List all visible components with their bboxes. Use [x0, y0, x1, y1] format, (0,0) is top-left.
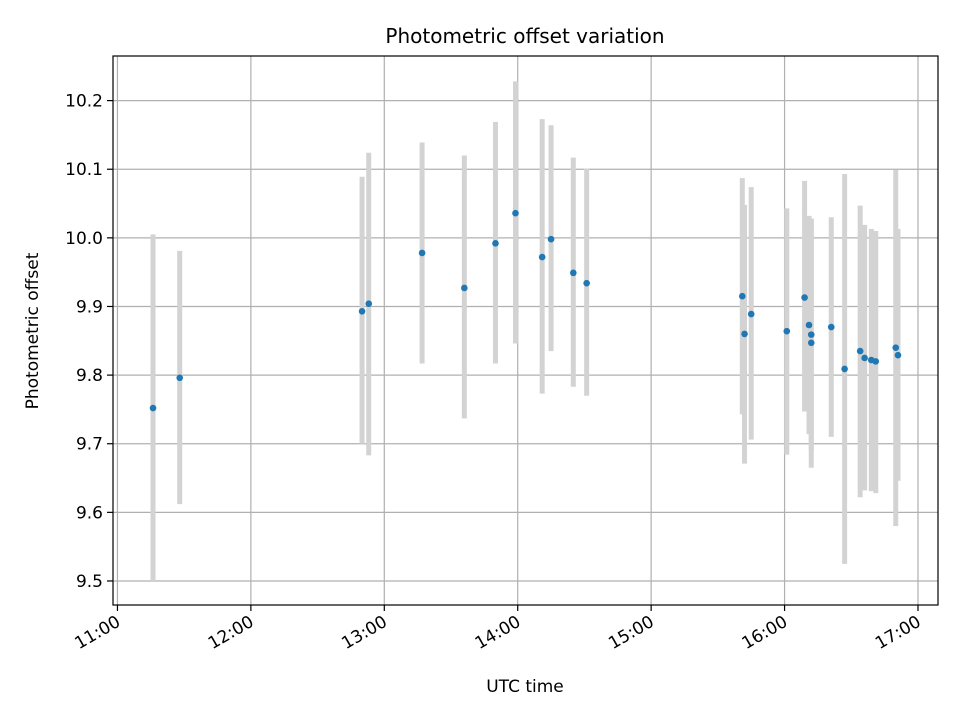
y-tick-label: 9.5 — [76, 572, 103, 592]
data-point — [805, 321, 813, 329]
data-point — [894, 351, 902, 359]
data-point — [741, 330, 748, 338]
data-point — [583, 279, 590, 287]
data-point — [747, 310, 755, 318]
y-tick-label: 10.0 — [65, 229, 103, 249]
x-axis-label: UTC time — [486, 677, 564, 697]
data-point — [739, 292, 746, 300]
data-point — [892, 344, 900, 351]
data-point — [358, 307, 366, 315]
data-point — [492, 240, 499, 247]
y-tick-label: 9.9 — [76, 297, 103, 317]
y-axis-label: Photometric offset — [23, 252, 43, 409]
data-point — [570, 269, 577, 277]
y-tick-label: 10.1 — [65, 160, 103, 180]
data-points — [149, 209, 902, 412]
data-point — [176, 374, 184, 382]
data-point — [512, 209, 519, 217]
chart-title: Photometric offset variation — [385, 24, 664, 48]
data-point — [872, 358, 880, 365]
y-tick-label: 9.7 — [76, 435, 103, 455]
plot-frame — [112, 55, 939, 606]
data-point — [856, 347, 864, 355]
data-point — [807, 339, 815, 347]
data-point — [149, 404, 157, 412]
data-point — [783, 327, 791, 335]
data-point — [365, 300, 373, 308]
data-point — [861, 354, 868, 362]
data-point — [841, 365, 848, 373]
data-point — [418, 249, 426, 257]
data-point — [547, 235, 555, 243]
y-axis-ticks: 9.5 9.6 9.7 9.8 9.9 10.0 10.1 10.2 — [65, 92, 113, 592]
data-point — [461, 284, 468, 292]
y-tick-label: 10.2 — [65, 92, 103, 112]
data-point — [801, 294, 808, 301]
data-point — [827, 323, 835, 331]
y-tick-label: 9.6 — [76, 503, 103, 523]
data-point — [807, 331, 815, 338]
y-tick-label: 9.8 — [76, 366, 103, 386]
data-point — [538, 253, 546, 261]
